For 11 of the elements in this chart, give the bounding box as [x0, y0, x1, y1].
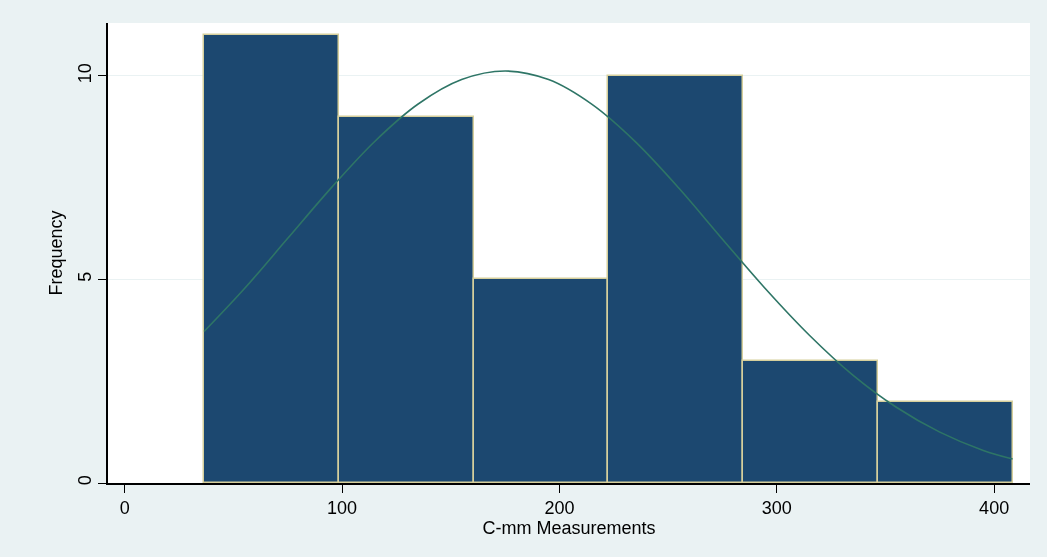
line-series — [203, 70, 1014, 460]
x-tick-label: 300 — [761, 498, 792, 519]
x-tick-label: 100 — [327, 498, 358, 519]
x-axis-title: C-mm Measurements — [482, 518, 656, 539]
y-tick-label: 10 — [75, 63, 96, 84]
y-tick-label: 5 — [75, 271, 96, 282]
y-axis-title: Frequency — [45, 210, 66, 296]
y-tick-label: 0 — [75, 475, 96, 486]
x-tick-label: 400 — [979, 498, 1010, 519]
x-tick-label: 0 — [119, 498, 130, 519]
x-tick-label: 200 — [544, 498, 575, 519]
